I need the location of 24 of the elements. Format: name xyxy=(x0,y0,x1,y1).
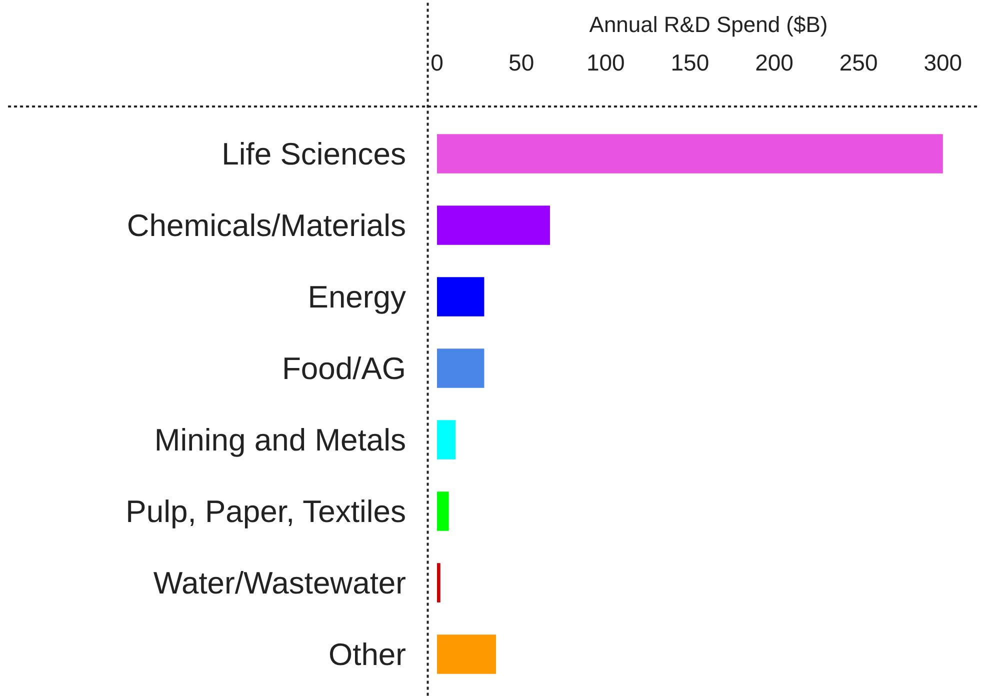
y-tick-label: Chemicals/Materials xyxy=(126,208,406,244)
y-tick-label: Food/AG xyxy=(282,351,406,386)
x-tick-label: 150 xyxy=(670,49,710,76)
bar xyxy=(437,277,484,316)
x-tick-label: 0 xyxy=(430,49,444,76)
y-tick-label: Pulp, Paper, Textiles xyxy=(126,494,406,530)
bar xyxy=(437,634,496,674)
x-tick-label: 100 xyxy=(586,49,625,76)
x-tick-label: 250 xyxy=(839,49,878,76)
y-tick-label: Mining and Metals xyxy=(154,422,406,458)
x-tick-label: 200 xyxy=(755,49,794,76)
bar xyxy=(437,134,943,174)
y-tick-label: Energy xyxy=(308,280,406,315)
bar xyxy=(437,420,456,460)
y-tick-label: Life Sciences xyxy=(222,136,406,172)
x-axis-title: Annual R&D Spend ($B) xyxy=(589,12,828,38)
bar xyxy=(437,563,440,602)
y-tick-label: Water/Wastewater xyxy=(153,566,406,601)
x-tick-label: 300 xyxy=(924,49,962,76)
bar xyxy=(437,492,449,531)
y-tick-label: Other xyxy=(328,637,406,672)
bar xyxy=(437,348,484,388)
x-tick-label: 50 xyxy=(508,49,534,76)
bar xyxy=(437,206,550,245)
